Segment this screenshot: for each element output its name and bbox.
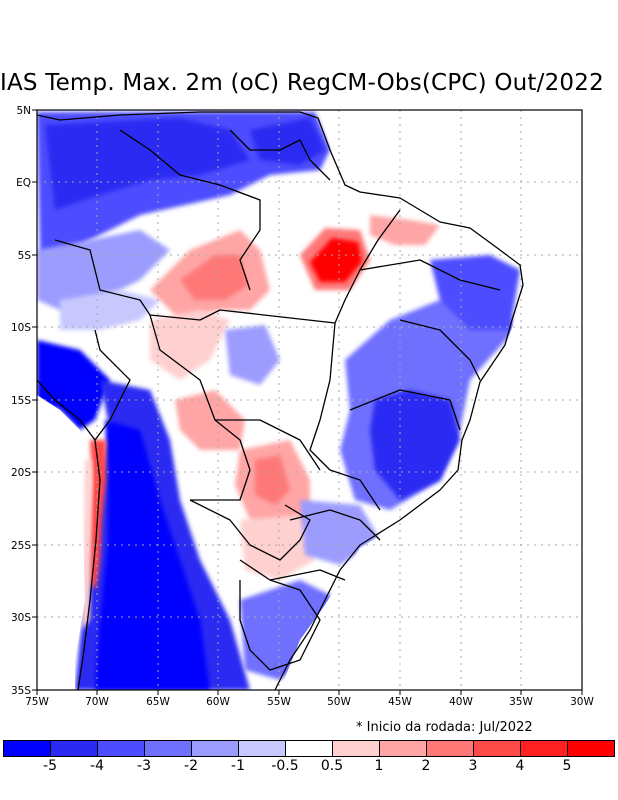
border-states-2 — [309, 322, 381, 511]
lat-label: 15S — [11, 395, 31, 407]
coastline — [36, 111, 524, 691]
colorbar-label: -5 — [43, 758, 57, 774]
pacific-mask — [37, 395, 85, 690]
blue-west — [37, 230, 170, 310]
lon-label: 70W — [85, 696, 109, 708]
lat-label: EQ — [16, 177, 31, 189]
lat-label: 25S — [11, 540, 31, 552]
colorbar-swatch — [567, 740, 615, 757]
pink-south — [240, 515, 315, 580]
map-title: IAS Temp. Max. 2m (oC) RegCM-Obs(CPC) Ou… — [0, 70, 604, 96]
border-states-7 — [269, 569, 346, 581]
red-coast-north — [370, 215, 440, 245]
run-start-note: * Inicio da rodada: Jul/2022 — [356, 720, 533, 735]
blue-argentina-core — [95, 420, 210, 690]
border-states-8 — [215, 419, 321, 471]
border-bolivia — [149, 314, 251, 501]
blue-ne — [430, 255, 520, 330]
colorbar-swatch — [238, 740, 286, 757]
colorbar-label: -0.5 — [271, 758, 299, 774]
lon-label: 30W — [570, 696, 594, 708]
colorbar-label: -1 — [231, 758, 245, 774]
red-chile-strip — [88, 440, 106, 590]
border-states-3 — [359, 259, 501, 291]
coastlines-borders — [36, 111, 524, 691]
lat-label: 5S — [18, 250, 32, 262]
lat-label: 30S — [11, 612, 31, 624]
border-states-5 — [349, 389, 461, 431]
border-states-4 — [399, 319, 481, 381]
pacific-coast — [36, 379, 101, 691]
border-argentina-uruguay — [239, 559, 321, 671]
colorbar-swatch — [144, 740, 192, 757]
colorbar-label: 4 — [515, 758, 525, 774]
colorbar-swatch — [285, 740, 333, 757]
colorbar-swatch — [520, 740, 568, 757]
colorbar-label: 2 — [421, 758, 431, 774]
border-peru-brazil — [54, 239, 336, 324]
graticule — [37, 110, 582, 690]
colorbar-label: 0.5 — [320, 758, 344, 774]
tick-marks — [32, 109, 583, 695]
lightblue-amazon — [60, 290, 160, 330]
colorbar-label: 3 — [468, 758, 478, 774]
lon-labels: 75W 70W 65W 60W 55W 50W 45W 40W 35W 30W — [25, 696, 594, 708]
colorbar-label: -3 — [137, 758, 151, 774]
lon-label: 75W — [25, 696, 49, 708]
lat-label: 35S — [11, 685, 31, 697]
border-guianas — [229, 129, 331, 181]
red-north-hotspot-core — [310, 238, 362, 282]
colorbar-swatch — [50, 740, 98, 757]
border-north — [119, 129, 261, 291]
colorbar-swatch — [97, 740, 145, 757]
colorbar-swatch — [3, 740, 51, 757]
lon-label: 55W — [267, 696, 291, 708]
colorbar-swatch — [332, 740, 380, 757]
lat-label: 10S — [11, 322, 31, 334]
pink-goias — [175, 390, 245, 450]
border-states-6 — [289, 509, 381, 541]
colorbar-swatch — [191, 740, 239, 757]
lat-label: 5N — [16, 105, 31, 117]
border-paraguay — [189, 499, 311, 561]
colorbar-label: 5 — [562, 758, 572, 774]
red-center-core — [180, 255, 248, 300]
lightblue-center — [225, 325, 280, 385]
lon-label: 35W — [509, 696, 533, 708]
blue-north-core — [45, 118, 250, 210]
colorbar-label: 1 — [374, 758, 384, 774]
colorbar-label: -4 — [90, 758, 104, 774]
lightblue-south — [240, 580, 340, 680]
colorbar-label: -2 — [184, 758, 198, 774]
lon-label: 50W — [327, 696, 351, 708]
lon-label: 45W — [388, 696, 412, 708]
colorbar — [3, 740, 615, 757]
colorbar-swatch — [426, 740, 474, 757]
lon-label: 65W — [146, 696, 170, 708]
border-andes — [94, 329, 131, 441]
pink-ms-core — [255, 455, 290, 505]
lat-label: 20S — [11, 467, 31, 479]
lon-label: 60W — [206, 696, 230, 708]
colorbar-swatch — [473, 740, 521, 757]
lat-labels: 5N EQ 5S 10S 15S 20S 25S 30S 35S — [11, 105, 31, 697]
lon-label: 40W — [449, 696, 473, 708]
colorbar-swatch — [379, 740, 427, 757]
